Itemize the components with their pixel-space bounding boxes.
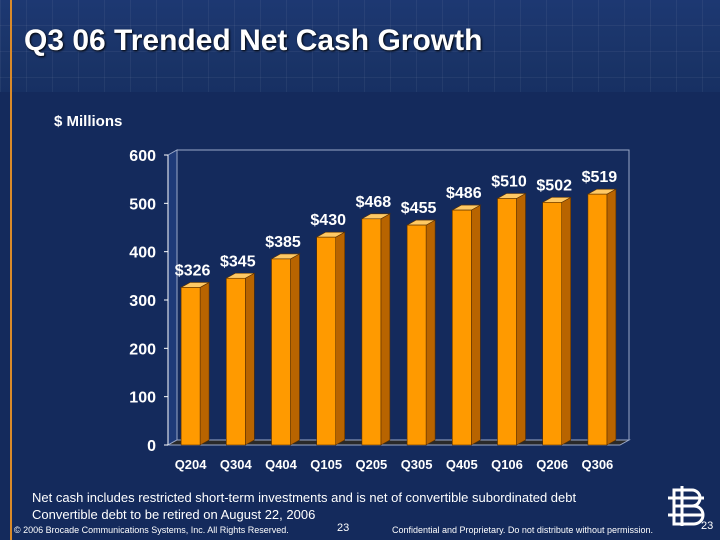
- bar-front: [451, 209, 472, 446]
- bar-Q105: [315, 231, 346, 446]
- bar-Q304: [225, 272, 256, 446]
- data-label: $455: [401, 200, 437, 217]
- x-tick-label: Q404: [265, 457, 298, 472]
- data-label: $486: [446, 185, 482, 202]
- y-tick-label: 200: [129, 341, 156, 358]
- data-label: $510: [491, 174, 527, 191]
- bar-side: [290, 253, 300, 446]
- footer-page-center: 23: [337, 522, 350, 534]
- y-tick-label: 500: [129, 196, 156, 213]
- data-label: $502: [536, 177, 572, 194]
- x-tick-label: Q305: [401, 457, 433, 472]
- brocade-logo-icon: [668, 486, 705, 526]
- bar-Q106: [496, 192, 527, 446]
- bar-side: [470, 204, 481, 446]
- bar-Q305: [405, 219, 437, 446]
- footer-page-right: 23: [701, 520, 714, 532]
- bar-front: [271, 258, 291, 446]
- bar-front: [226, 277, 246, 446]
- data-label: $345: [220, 253, 256, 270]
- y-tick-label: 300: [129, 293, 156, 310]
- bar-side: [380, 213, 391, 446]
- bar-side: [606, 188, 617, 446]
- data-label: $519: [582, 169, 618, 186]
- header-band: [0, 0, 720, 92]
- data-label: $468: [356, 194, 392, 211]
- bar-side: [516, 192, 526, 446]
- data-label: $326: [175, 262, 211, 279]
- bar-front: [361, 218, 382, 446]
- bar-front: [180, 287, 201, 446]
- x-tick-label: Q306: [581, 457, 613, 472]
- header-texture: [0, 0, 720, 92]
- x-tick-label: Q204: [175, 457, 208, 472]
- units-label: $ Millions: [54, 113, 123, 130]
- bar-front: [497, 198, 517, 446]
- data-label: $430: [310, 212, 346, 229]
- bar-Q206: [541, 196, 572, 446]
- y-tick-label: 400: [129, 245, 156, 262]
- x-tick-label: Q206: [536, 457, 568, 472]
- note-line-1: Net cash includes restricted short-term …: [32, 490, 577, 505]
- y-tick-label: 0: [147, 438, 156, 455]
- bar-side: [561, 196, 572, 446]
- x-tick-label: Q205: [355, 457, 387, 472]
- x-tick-label: Q105: [310, 457, 342, 472]
- bar-side: [425, 219, 436, 446]
- bar-Q405: [451, 204, 482, 446]
- data-label: $385: [265, 234, 301, 251]
- bar-Q204: [179, 281, 211, 446]
- bar-front: [406, 224, 427, 446]
- bar-Q306: [586, 188, 618, 446]
- y-tick-label: 100: [129, 390, 156, 407]
- slide-title: Q3 06 Trended Net Cash Growth: [24, 24, 483, 57]
- footer-confidential: Confidential and Proprietary. Do not dis…: [392, 525, 653, 535]
- bar-side: [335, 231, 346, 446]
- note-line-2: Convertible debt to be retired on August…: [32, 507, 316, 522]
- x-tick-label: Q304: [220, 457, 253, 472]
- bar-Q205: [360, 213, 392, 446]
- bar-Q404: [270, 253, 301, 446]
- bar-front: [587, 193, 608, 446]
- x-tick-label: Q405: [446, 457, 478, 472]
- y-tick-label: 600: [129, 148, 156, 165]
- accent-line: [10, 0, 12, 540]
- chart-side-wall: [167, 149, 178, 446]
- bar-front: [542, 202, 563, 446]
- chart-labels: $326 Q204 $345 Q304 $385 Q404 $430 Q105 $468 Q205…: [175, 169, 618, 472]
- chart-bars: [179, 188, 618, 446]
- bar-front: [316, 236, 337, 446]
- bar-side: [199, 281, 210, 446]
- bar-side: [245, 272, 255, 446]
- footer-copyright: © 2006 Brocade Communications Systems, I…: [14, 525, 289, 535]
- x-tick-label: Q106: [491, 457, 523, 472]
